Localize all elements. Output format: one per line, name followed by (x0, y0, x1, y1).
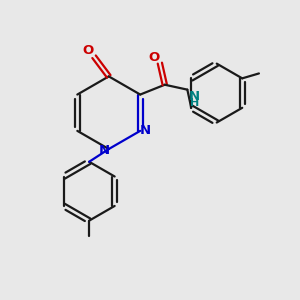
Text: O: O (82, 44, 94, 57)
Text: O: O (148, 51, 160, 64)
Text: H: H (190, 98, 199, 108)
Text: N: N (189, 90, 200, 103)
Text: N: N (140, 124, 151, 137)
Text: N: N (98, 143, 110, 157)
